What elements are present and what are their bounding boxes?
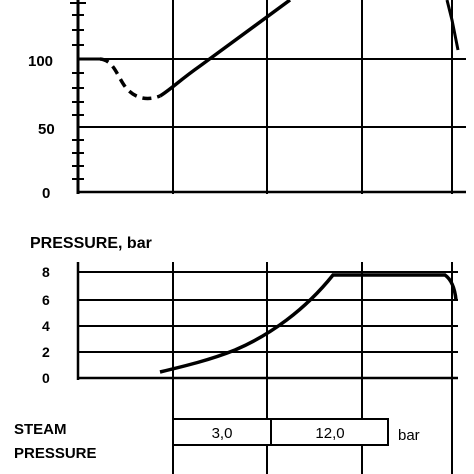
steam-cell-2	[270, 418, 389, 446]
lower-tick-6: 6	[42, 292, 50, 308]
pressure-axis-title: PRESSURE, bar	[30, 235, 152, 252]
pressure-series-line	[159, 273, 458, 374]
lower-tick-4: 4	[42, 318, 50, 334]
upper-tick-50: 50	[38, 121, 55, 138]
upper-tick-100: 100	[28, 53, 53, 70]
upper-series-line-dashed	[99, 57, 161, 101]
steam-cell-2-text: 12,0	[315, 425, 344, 442]
upper-tick-0: 0	[42, 185, 50, 202]
lower-tick-2: 2	[42, 344, 50, 360]
lower-tick-0: 0	[42, 370, 50, 386]
upper-series-line-rise	[159, 0, 292, 98]
upper-panel	[70, 0, 466, 194]
upper-series-line-edge	[445, 0, 460, 51]
steam-cell-1-text: 3,0	[212, 425, 233, 442]
steam-unit: bar	[398, 427, 420, 444]
steam-label-line1: STEAM	[14, 421, 67, 438]
lower-tick-8: 8	[42, 264, 50, 280]
steam-label-line2: PRESSURE	[14, 445, 97, 462]
